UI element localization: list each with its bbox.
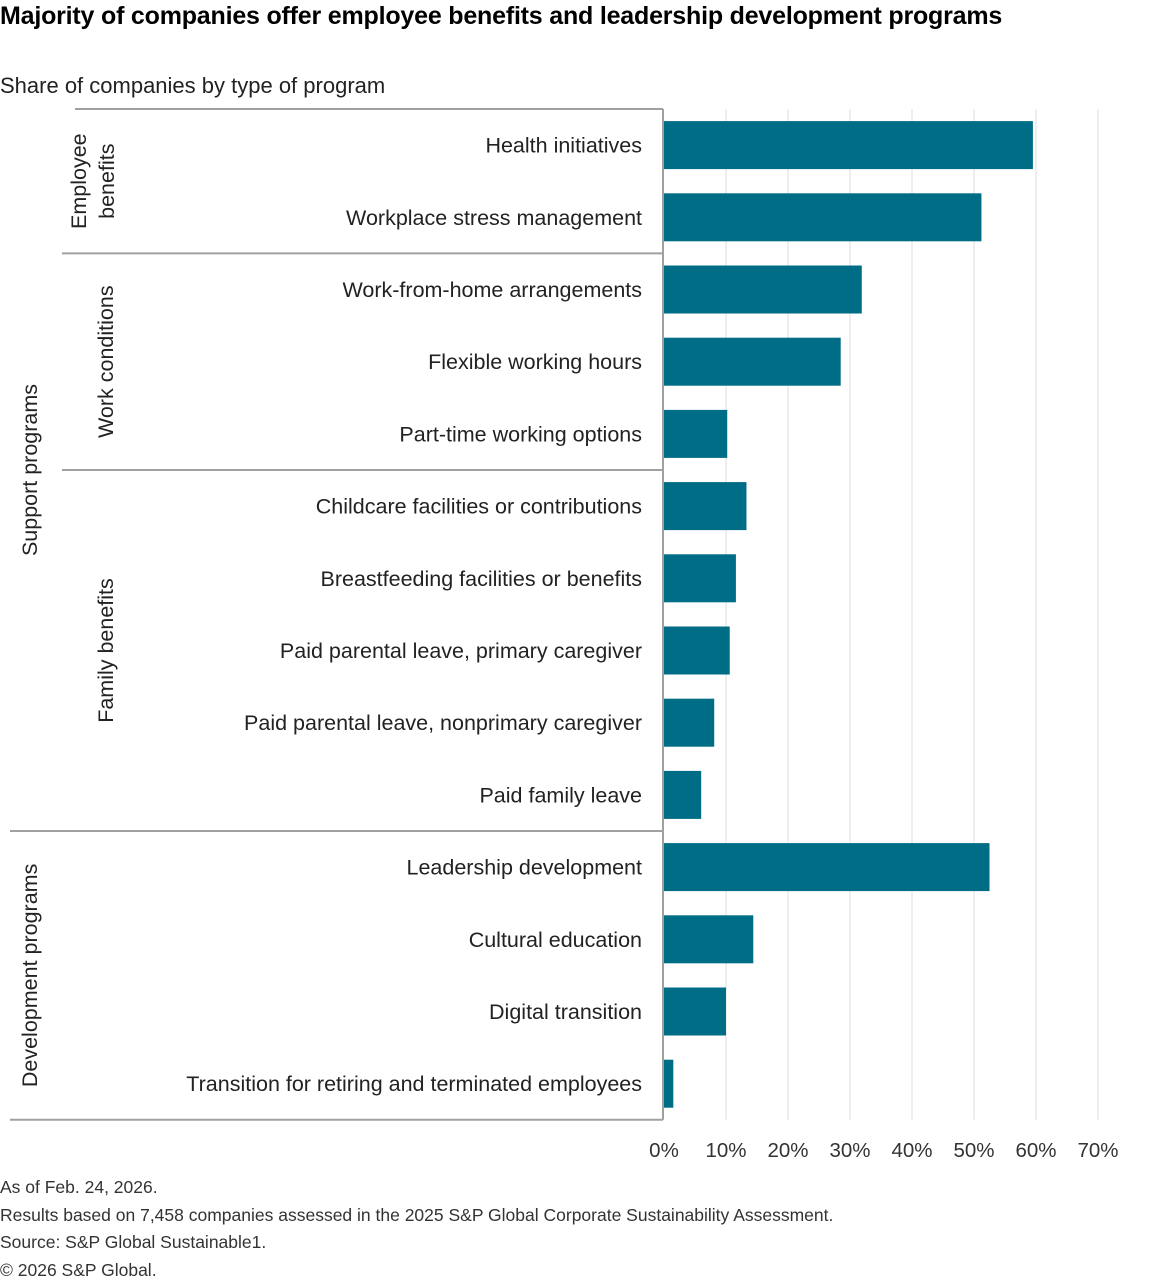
bar bbox=[664, 482, 746, 530]
category-label: Paid parental leave, primary caregiver bbox=[280, 639, 642, 663]
category-label: Workplace stress management bbox=[346, 206, 642, 230]
group-label-level2: Employee bbox=[67, 133, 91, 229]
bar bbox=[664, 121, 1033, 169]
category-label: Work-from-home arrangements bbox=[343, 278, 643, 302]
category-label: Flexible working hours bbox=[428, 350, 642, 374]
bar bbox=[664, 915, 753, 963]
chart-title: Majority of companies offer employee ben… bbox=[0, 2, 1002, 31]
x-tick-label: 40% bbox=[891, 1139, 932, 1162]
bar bbox=[664, 843, 990, 891]
bar bbox=[664, 771, 701, 819]
bar bbox=[664, 193, 981, 241]
bars bbox=[664, 121, 1033, 1108]
bar bbox=[664, 1060, 673, 1108]
bar bbox=[664, 338, 841, 386]
x-axis-ticks: 0% 10% 20% 30% 40% 50% 60% 70% bbox=[649, 1139, 1118, 1162]
category-label: Breastfeeding facilities or benefits bbox=[321, 567, 642, 591]
x-tick-label: 20% bbox=[767, 1139, 808, 1162]
category-label: Cultural education bbox=[469, 928, 642, 952]
bar bbox=[664, 699, 714, 747]
category-label: Health initiatives bbox=[485, 134, 642, 158]
category-label: Part-time working options bbox=[399, 422, 642, 446]
x-tick-label: 0% bbox=[649, 1139, 679, 1162]
category-label: Paid parental leave, nonprimary caregive… bbox=[244, 711, 642, 735]
x-tick-label: 50% bbox=[953, 1139, 994, 1162]
group-label-level1: Support programs bbox=[18, 384, 42, 556]
bar bbox=[664, 410, 727, 458]
category-label: Transition for retiring and terminated e… bbox=[186, 1072, 642, 1096]
bar bbox=[664, 988, 726, 1036]
group-label-level1: Development programs bbox=[18, 864, 42, 1087]
footer-date: As of Feb. 24, 2026. bbox=[0, 1174, 833, 1202]
bar bbox=[664, 554, 736, 602]
chart-subtitle: Share of companies by type of program bbox=[0, 73, 385, 99]
group-label-level2: benefits bbox=[95, 144, 119, 219]
x-tick-label: 10% bbox=[705, 1139, 746, 1162]
group-label-level2: Family benefits bbox=[94, 578, 118, 723]
footer-notes: As of Feb. 24, 2026. Results based on 7,… bbox=[0, 1174, 833, 1284]
category-label: Digital transition bbox=[489, 1000, 642, 1024]
category-label: Paid family leave bbox=[479, 783, 642, 807]
x-tick-label: 30% bbox=[829, 1139, 870, 1162]
x-tick-label: 60% bbox=[1015, 1139, 1056, 1162]
group-label-level2: Work conditions bbox=[94, 285, 118, 438]
bar bbox=[664, 266, 862, 314]
category-labels: Health initiatives Workplace stress manag… bbox=[186, 134, 642, 1097]
bar bbox=[664, 627, 730, 675]
footer-source: Source: S&P Global Sustainable1. bbox=[0, 1229, 833, 1257]
gridlines bbox=[726, 109, 1098, 1120]
x-tick-label: 70% bbox=[1077, 1139, 1118, 1162]
category-label: Childcare facilities or contributions bbox=[316, 495, 642, 519]
category-label: Leadership development bbox=[407, 856, 642, 880]
footer-methodology: Results based on 7,458 companies assesse… bbox=[0, 1202, 833, 1230]
